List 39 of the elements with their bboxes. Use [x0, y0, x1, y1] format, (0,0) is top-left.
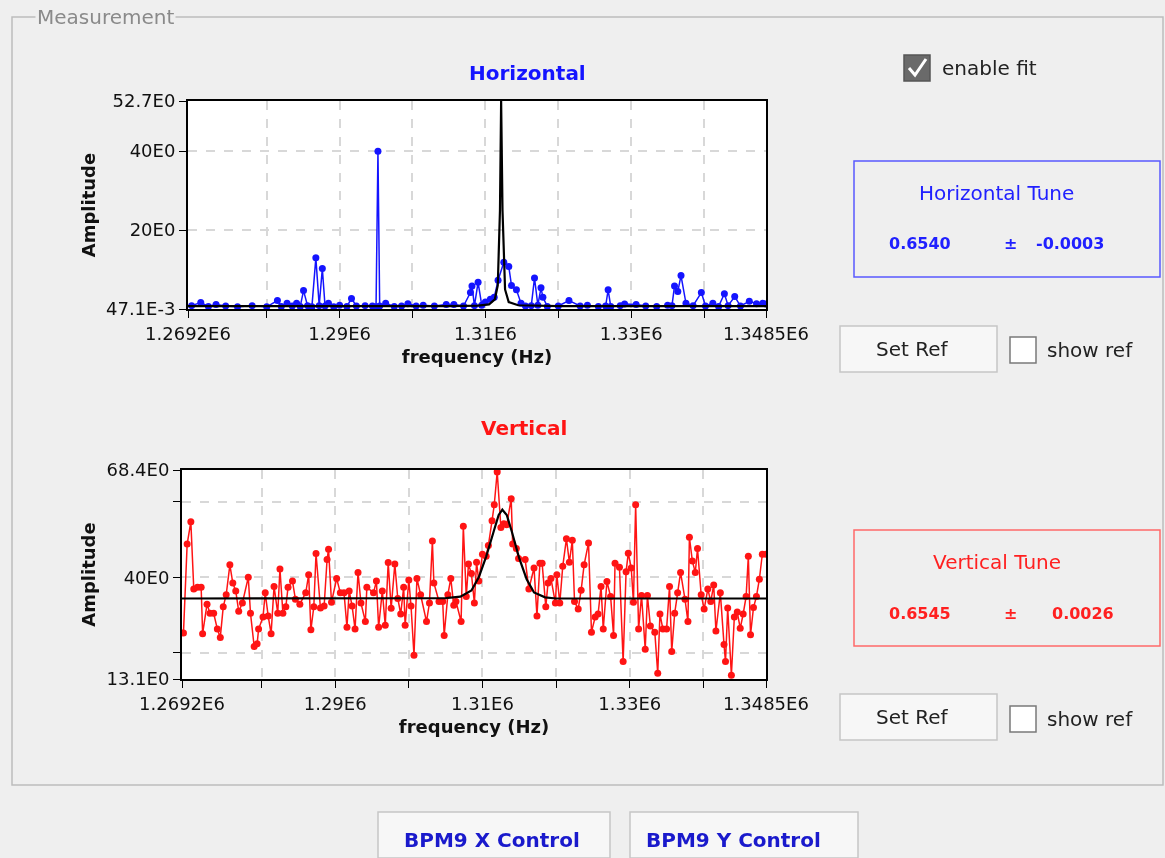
x-axis-title: frequency (Hz): [398, 716, 550, 738]
text: BPM9 X Control: [404, 828, 580, 852]
text: Set Ref: [876, 337, 949, 361]
text: show ref: [1047, 338, 1134, 362]
x-tick-label: 1.2692E6: [139, 692, 225, 714]
text: ±: [1004, 234, 1018, 253]
text: 0.6545: [889, 604, 951, 623]
y-tick-label: 20E0: [129, 219, 176, 241]
y-tick-label: 47.1E-3: [105, 298, 176, 320]
chart-title: Horizontal: [469, 61, 586, 85]
text: ±: [1004, 604, 1018, 623]
y-axis-title: Amplitude: [78, 522, 100, 627]
x-tick-label: 1.3485E6: [723, 692, 809, 714]
text: show ref: [1047, 707, 1134, 731]
x-axis-title: frequency (Hz): [401, 346, 553, 368]
y-tick-label: 40E0: [123, 566, 170, 588]
y-axis-title: Amplitude: [77, 152, 99, 258]
text: enable fit: [942, 56, 1037, 80]
x-tick-label: 1.33E6: [598, 692, 662, 714]
x-tick-label: 1.3485E6: [723, 322, 809, 344]
x-tick-label: 1.2692E6: [145, 322, 231, 344]
text: -0.0003: [1036, 234, 1105, 253]
text: Set Ref: [876, 705, 949, 729]
text: BPM9 Y Control: [646, 828, 821, 852]
y-tick-label: 40E0: [129, 140, 176, 162]
x-tick-label: 1.31E6: [453, 322, 517, 344]
text: Vertical Tune: [933, 550, 1062, 574]
x-tick-label: 1.31E6: [451, 692, 514, 714]
text: Horizontal Tune: [919, 181, 1075, 205]
chart-title: Vertical: [481, 416, 568, 440]
x-tick-label: 1.29E6: [303, 692, 367, 714]
y-tick-label: 68.4E0: [106, 459, 170, 481]
y-tick-label: 13.1E0: [106, 668, 170, 690]
text: 0.0026: [1052, 604, 1114, 623]
text: 0.6540: [889, 234, 951, 253]
text: Measurement: [37, 5, 175, 29]
x-tick-label: 1.29E6: [308, 322, 372, 344]
y-tick-label: 52.7E0: [112, 90, 176, 112]
x-tick-label: 1.33E6: [599, 322, 663, 344]
